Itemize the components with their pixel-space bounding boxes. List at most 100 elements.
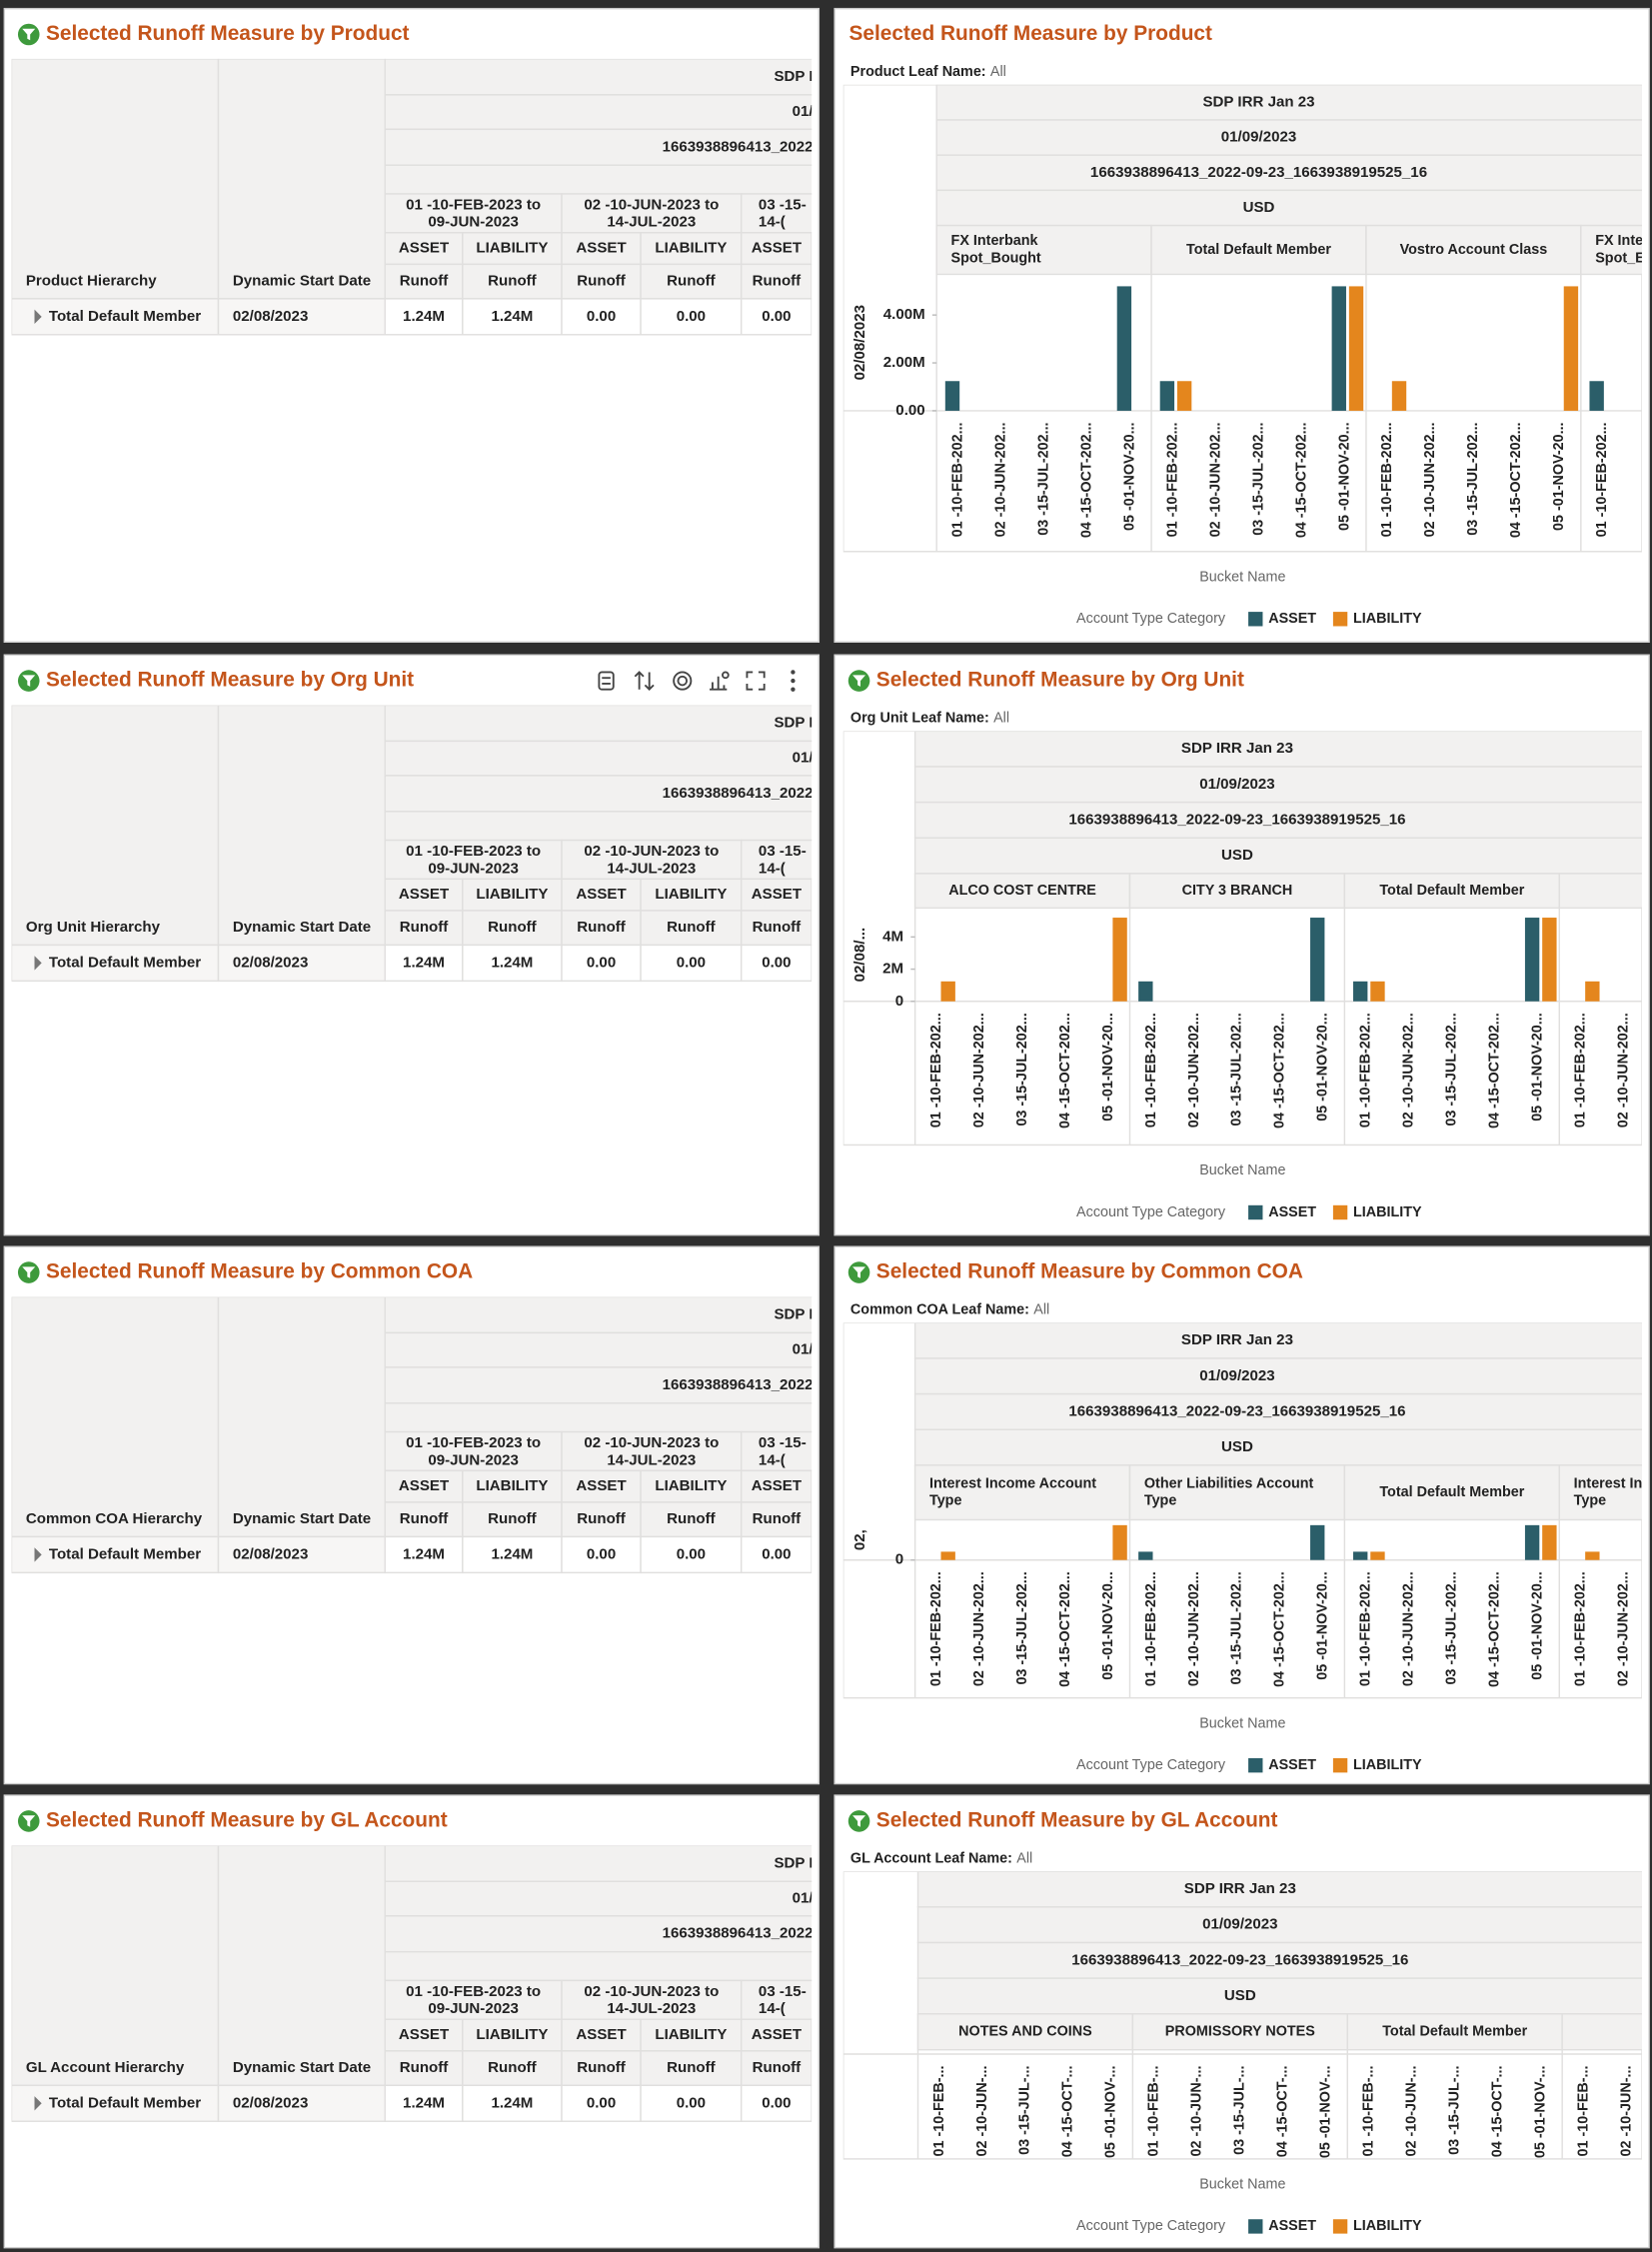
column-label: ASSET (576, 886, 627, 903)
legend-swatch (1332, 612, 1348, 627)
x-tick-label: 03 -15-JUL-202... (1014, 1571, 1030, 1684)
y-tick-label: 4.00M (883, 306, 925, 323)
group-label: NOTES AND COINS (958, 2024, 1092, 2040)
panel-title: Selected Runoff Measure by GL Account (46, 1808, 448, 1831)
table-cell (561, 1501, 642, 1538)
toolbar-icon[interactable] (634, 671, 655, 692)
filter-icon-glyph (852, 675, 866, 687)
group-label: Type (1144, 1493, 1176, 1509)
header-label: SDP IRR Jan 23 (1181, 1331, 1293, 1348)
x-tick-label: 01 -10-FEB-202... (1358, 1013, 1374, 1127)
y-axis-label: 02/08/... (851, 928, 868, 982)
filter-icon-glyph (22, 1815, 36, 1827)
table-cell (384, 263, 464, 300)
panel-title: Selected Runoff Measure by Org Unit (46, 669, 414, 692)
x-tick-label: 02 -10-JUN-202... (1401, 1571, 1417, 1686)
x-tick-label: 05 -01-NOV-20... (1530, 1571, 1546, 1680)
legend-title: Account Type Category (1076, 611, 1226, 627)
column-label: ASSET (752, 1477, 803, 1494)
filter-text: Common COA Leaf Name: All (850, 1301, 1049, 1317)
header-label: 1663938896413_2022-09-23_1663938919525_1… (1090, 164, 1427, 181)
cell-value: 1.24M (491, 308, 533, 325)
filter-value: All (1016, 1850, 1032, 1866)
data-table: SDP I 01/1663938896413_2022 01 -10-FEB-202… (11, 705, 813, 983)
bucket-label: 01 -10-FEB-2023 to (406, 843, 541, 860)
table-cell (561, 1469, 642, 1503)
legend-label: ASSET (1268, 1204, 1316, 1220)
x-tick-label: 04 -15-OCT-202... (1272, 1571, 1288, 1687)
table-cell (640, 232, 743, 266)
legend-title: Account Type Category (1076, 1757, 1226, 1773)
header-cell (935, 154, 1642, 192)
x-tick-label: 02 -10-JUN-202... (971, 1013, 987, 1127)
column-label: LIABILITY (476, 1477, 548, 1494)
filter-label: GL Account Leaf Name: (850, 1850, 1012, 1866)
filter-icon-glyph (22, 1266, 36, 1278)
x-tick-label: 05 -01-NOV-20... (1551, 422, 1567, 531)
table-cell (640, 298, 743, 336)
toolbar-icon[interactable] (746, 671, 766, 691)
group-label: Type (929, 1493, 961, 1509)
header-cell (916, 1871, 1642, 1908)
toolbar-icon[interactable] (673, 671, 693, 691)
bucket-label: 09-JUN-2023 (428, 1451, 519, 1468)
table-cell (384, 2084, 464, 2122)
panel: Selected Runoff Measure by GL Account SDP… (3, 1794, 821, 2249)
cell-value: 02/08/2023 (233, 308, 308, 325)
panel-title: Selected Runoff Measure by GL Account (876, 1808, 1278, 1831)
table-cell (740, 2084, 813, 2122)
table-cell (384, 705, 813, 743)
table-cell (384, 910, 464, 947)
table-cell (384, 839, 563, 881)
filter-value: All (993, 710, 1009, 726)
column-label: ASSET (576, 240, 627, 257)
cell-value: 02/08/2023 (233, 954, 308, 971)
filter-value: All (990, 64, 1006, 80)
x-axis-label: Bucket Name (1199, 1715, 1285, 1731)
expand-caret (34, 1547, 42, 1562)
header-label: SDP I (774, 68, 813, 85)
x-tick-label: 04 -15-OCT-... (1060, 2065, 1076, 2157)
filter-value: All (1033, 1301, 1049, 1317)
cell-value: 0.00 (677, 2094, 706, 2111)
bucket-label: 01 -10-FEB-2023 to (406, 1434, 541, 1451)
column-label: ASSET (399, 886, 450, 903)
header-cell (913, 837, 1642, 875)
header-label: 01/ (793, 1341, 815, 1358)
table-cell (384, 740, 813, 777)
x-tick-label: 05 -01-NOV-... (1103, 2065, 1119, 2158)
legend-swatch (1248, 612, 1263, 627)
toolbar-icon[interactable] (598, 671, 615, 691)
table-cell (462, 1469, 563, 1503)
toolbar-icon[interactable] (710, 671, 730, 691)
row-header: Dynamic Start Date (233, 2059, 371, 2076)
table-cell (11, 1845, 220, 2087)
header-label: 1663938896413_2022 (663, 1376, 814, 1393)
x-tick-label: 02 -10-JUN-202... (971, 1571, 987, 1686)
measure-label: Runoff (753, 2059, 803, 2076)
bucket-label: 03 -15- (759, 1434, 807, 1451)
group-cell (916, 2013, 1134, 2051)
table-cell (740, 1430, 813, 1472)
header-cell (913, 766, 1642, 804)
panel: Selected Runoff Measure by Org Unit SDP I… (3, 654, 821, 1236)
cell-value: 1.24M (491, 2094, 533, 2111)
table-cell (384, 193, 563, 234)
measure-label: Runoff (667, 919, 717, 936)
column-label: LIABILITY (655, 240, 727, 257)
header-cell (913, 1357, 1642, 1395)
header-label: 01/09/2023 (1202, 1916, 1277, 1933)
bucket-label: 14-( (759, 214, 786, 231)
cell-value: 02/08/2023 (233, 2094, 308, 2111)
legend-label: ASSET (1268, 611, 1316, 627)
panel-title: Selected Runoff Measure by Org Unit (876, 669, 1244, 692)
table-cell (384, 1366, 813, 1404)
measure-label: Runoff (400, 1510, 450, 1527)
x-tick-label: 03 -15-JUL-202... (1035, 422, 1051, 535)
bucket-label: 02 -10-JUN-2023 to (584, 1983, 719, 2000)
bar (1138, 1551, 1153, 1560)
table-cell (384, 1880, 813, 1917)
toolbar-icon[interactable] (791, 670, 796, 692)
column-label: ASSET (752, 886, 803, 903)
